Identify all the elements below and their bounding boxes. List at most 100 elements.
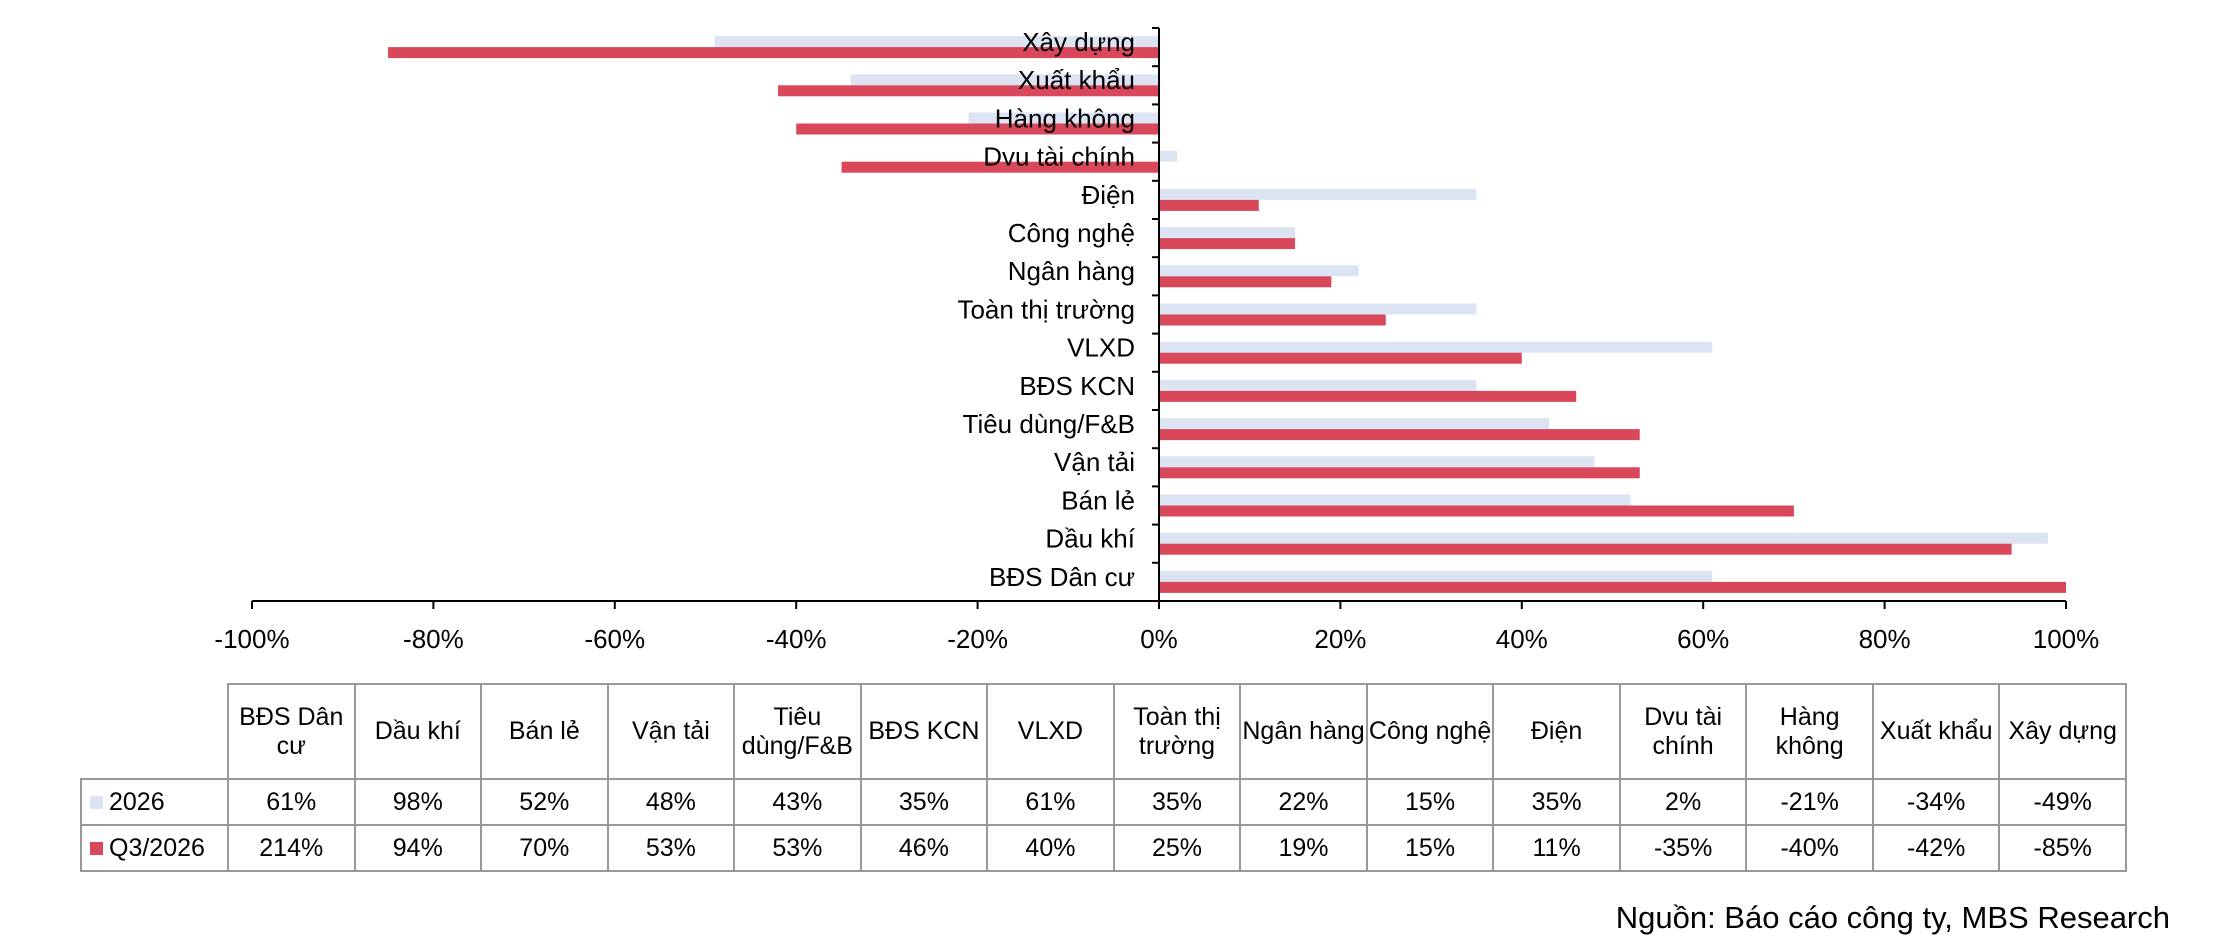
category-label: VLXD <box>1067 333 1135 363</box>
bar <box>714 36 1159 48</box>
bar <box>1159 570 1713 582</box>
table-value: 46% <box>859 824 989 872</box>
category-label: Dvu tài chính <box>983 142 1135 172</box>
bar <box>1159 543 2012 555</box>
category-label: Toàn thị trường <box>957 294 1135 324</box>
bar <box>1159 199 1259 211</box>
bar <box>1159 265 1359 277</box>
table-header: Toàn thị trường <box>1112 683 1242 780</box>
bar <box>841 161 1159 173</box>
table-value: -40% <box>1745 824 1874 872</box>
x-tick-label: 0% <box>1140 624 1178 654</box>
table-header: Bán lẻ <box>480 683 609 780</box>
category-label: Xây dựng <box>1022 27 1135 57</box>
bar <box>1159 429 1640 441</box>
table-value: 214% <box>227 824 356 872</box>
bar <box>1159 390 1577 402</box>
x-tick-label: 20% <box>1314 624 1366 654</box>
bar <box>1159 188 1477 200</box>
table-value: -85% <box>1998 824 2127 872</box>
table-header: Công nghệ <box>1365 683 1495 780</box>
table-header: Điện <box>1492 683 1621 780</box>
table-value: 40% <box>986 824 1115 872</box>
table-value: -21% <box>1745 778 1874 826</box>
bar <box>796 123 1159 135</box>
table-value: 35% <box>1492 778 1621 826</box>
table-header: BĐS KCN <box>859 683 989 780</box>
table-header: Hàng không <box>1745 683 1874 780</box>
table-header: BĐS Dân cư <box>227 683 356 780</box>
table-value: 53% <box>733 824 862 872</box>
bar <box>1159 314 1386 326</box>
bar <box>1159 467 1640 479</box>
bar <box>388 47 1159 59</box>
table-value: 2% <box>1618 778 1748 826</box>
table-value: 43% <box>733 778 862 826</box>
x-tick-label: 40% <box>1496 624 1548 654</box>
table-header: Tiêu dùng/F&B <box>733 683 862 780</box>
category-label: Vận tải <box>1054 447 1135 477</box>
bar <box>1159 505 1794 517</box>
bar <box>1159 227 1296 239</box>
bar <box>1159 494 1631 506</box>
table-value: 98% <box>353 778 483 826</box>
category-label: Ngân hàng <box>1008 256 1135 286</box>
table-value: 61% <box>227 778 356 826</box>
category-label: Hàng không <box>995 103 1135 133</box>
bar <box>778 85 1159 97</box>
category-label: BĐS Dân cư <box>989 562 1135 592</box>
table-header: VLXD <box>986 683 1115 780</box>
table-value: 35% <box>859 778 989 826</box>
bar <box>1159 276 1332 288</box>
bar <box>850 74 1159 86</box>
x-tick-label: -60% <box>584 624 645 654</box>
table-value: -49% <box>1998 778 2127 826</box>
bar <box>1159 238 1296 250</box>
bar <box>1159 581 2066 593</box>
table-value: -35% <box>1618 824 1748 872</box>
bar <box>1159 456 1595 468</box>
x-tick-label: 100% <box>2033 624 2100 654</box>
table-value: 53% <box>606 824 736 872</box>
bar <box>1159 303 1477 315</box>
bar <box>1159 352 1522 364</box>
legend-label: 2026 <box>109 787 165 816</box>
category-label: Điện <box>1082 180 1135 210</box>
x-tick-label: 80% <box>1859 624 1911 654</box>
table-value: 52% <box>480 778 609 826</box>
table-value: -42% <box>1871 824 2001 872</box>
x-tick-label: -100% <box>214 624 289 654</box>
table-value: 70% <box>480 824 609 872</box>
category-label: Công nghệ <box>1008 218 1135 248</box>
category-label: BĐS KCN <box>1019 371 1135 401</box>
table-value: 19% <box>1239 824 1368 872</box>
bar <box>1159 150 1178 162</box>
table-value: 25% <box>1112 824 1242 872</box>
table-value: 22% <box>1239 778 1368 826</box>
x-tick-label: -80% <box>403 624 464 654</box>
table-header: Vận tải <box>606 683 736 780</box>
legend-entry: 2026 <box>80 778 229 826</box>
x-tick-label: -20% <box>947 624 1008 654</box>
table-value: 11% <box>1492 824 1621 872</box>
bar <box>1159 532 2048 544</box>
category-label: Tiêu dùng/F&B <box>963 409 1135 439</box>
table-header: Dầu khí <box>353 683 483 780</box>
category-label: Bán lẻ <box>1061 485 1135 515</box>
table-header: Xây dựng <box>1998 683 2127 780</box>
x-tick-label: -40% <box>766 624 827 654</box>
category-label: Dầu khí <box>1045 524 1135 554</box>
table-value: 48% <box>606 778 736 826</box>
table-header: Xuất khẩu <box>1871 683 2001 780</box>
bar <box>1159 379 1477 391</box>
source-note: Nguồn: Báo cáo công ty, MBS Research <box>1615 900 2170 935</box>
legend-swatch <box>90 795 103 809</box>
table-header: Dvu tài chính <box>1618 683 1748 780</box>
x-tick-label: 60% <box>1677 624 1729 654</box>
bar <box>1159 418 1550 430</box>
table-value: 35% <box>1112 778 1242 826</box>
bar <box>968 112 1159 124</box>
table-value: -34% <box>1871 778 2001 826</box>
